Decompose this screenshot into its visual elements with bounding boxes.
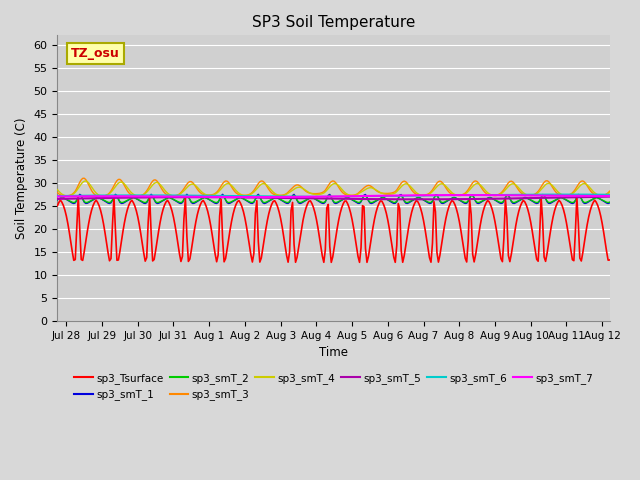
Title: SP3 Soil Temperature: SP3 Soil Temperature — [252, 15, 415, 30]
Y-axis label: Soil Temperature (C): Soil Temperature (C) — [15, 118, 28, 239]
Legend: sp3_Tsurface, sp3_smT_1, sp3_smT_2, sp3_smT_3, sp3_smT_4, sp3_smT_5, sp3_smT_6, : sp3_Tsurface, sp3_smT_1, sp3_smT_2, sp3_… — [70, 369, 597, 405]
X-axis label: Time: Time — [319, 346, 348, 359]
Text: TZ_osu: TZ_osu — [71, 47, 120, 60]
